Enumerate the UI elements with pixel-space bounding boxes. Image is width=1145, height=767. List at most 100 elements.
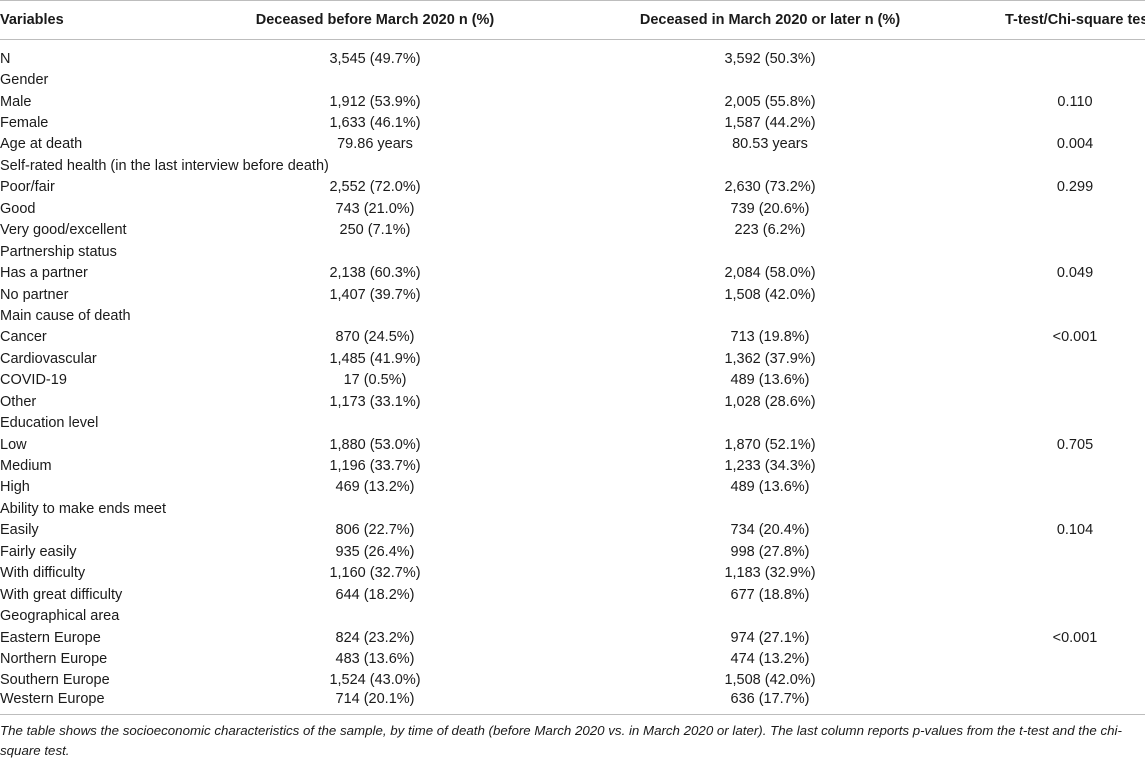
cell-deceased-after xyxy=(535,605,1005,626)
cell-deceased-before: 743 (21.0%) xyxy=(335,200,415,217)
cell-deceased-after: 713 (19.8%) xyxy=(730,329,810,346)
cell-test-pvalue xyxy=(1005,605,1145,626)
cell-test-pvalue xyxy=(1005,220,1145,241)
cell-test-pvalue xyxy=(1005,670,1145,691)
cell-deceased-after: 1,587 (44.2%) xyxy=(724,115,816,132)
cell-test-pvalue xyxy=(1005,155,1145,176)
cell-variable: COVID-19 xyxy=(0,372,67,389)
table-row: Fairly easily 935 (26.4%) 998 (27.8%) xyxy=(0,541,1145,562)
cell-deceased-after: 2,005 (55.8%) xyxy=(724,93,816,110)
table-body: N 3,545 (49.7%) 3,592 (50.3%) Gender Male 1,9… xyxy=(0,40,1145,716)
table-row: Good 743 (21.0%) 739 (20.6%) xyxy=(0,198,1145,219)
cell-variable: Age at death xyxy=(0,136,83,153)
cell-test-pvalue xyxy=(1005,305,1145,326)
cell-test-pvalue xyxy=(1005,48,1145,69)
cell-deceased-before: 2,552 (72.0%) xyxy=(329,179,421,196)
cell-test-pvalue xyxy=(1005,563,1145,584)
table-row: With great difficulty 644 (18.2%) 677 (18.… xyxy=(0,584,1145,605)
cell-test-pvalue xyxy=(1005,370,1145,391)
cell-deceased-before: 1,196 (33.7%) xyxy=(329,458,421,475)
cell-test-pvalue xyxy=(1005,69,1145,90)
cell-deceased-before: 469 (13.2%) xyxy=(335,479,415,496)
cell-deceased-before: 250 (7.1%) xyxy=(339,222,411,239)
cell-deceased-after xyxy=(535,241,1005,262)
cell-deceased-before: 17 (0.5%) xyxy=(343,372,407,389)
cell-deceased-after: 489 (13.6%) xyxy=(730,479,810,496)
table-row: No partner 1,407 (39.7%) 1,508 (42.0%) xyxy=(0,284,1145,305)
cell-variable: Poor/fair xyxy=(0,179,55,196)
table-row: Geographical area xyxy=(0,605,1145,626)
cell-variable: High xyxy=(0,479,30,496)
cell-variable: No partner xyxy=(0,286,69,303)
table-row: Has a partner 2,138 (60.3%) 2,084 (58.0%) 0… xyxy=(0,262,1145,283)
table-header: Variables Deceased before March 2020 n (… xyxy=(0,0,1145,40)
table-caption: The table shows the socioeconomic charac… xyxy=(0,723,1122,759)
cell-deceased-before xyxy=(215,412,535,433)
cell-deceased-before: 806 (22.7%) xyxy=(335,522,415,539)
cell-test-pvalue xyxy=(1005,648,1145,669)
cell-deceased-after: 734 (20.4%) xyxy=(730,522,810,539)
cell-variable: Cardiovascular xyxy=(0,350,97,367)
cell-deceased-before: 1,880 (53.0%) xyxy=(329,436,421,453)
cell-deceased-after: 677 (18.8%) xyxy=(730,586,810,603)
cell-deceased-after xyxy=(535,69,1005,90)
cell-test-pvalue xyxy=(1005,391,1145,412)
cell-test-pvalue xyxy=(1005,412,1145,433)
cell-deceased-after xyxy=(535,412,1005,433)
cell-deceased-before: 483 (13.6%) xyxy=(335,650,415,667)
cell-test-pvalue: 0.104 xyxy=(1056,522,1094,539)
cell-deceased-before: 79.86 years xyxy=(337,136,413,153)
cell-deceased-after: 3,592 (50.3%) xyxy=(724,50,816,67)
cell-deceased-after: 80.53 years xyxy=(732,136,808,153)
cell-deceased-before: 1,524 (43.0%) xyxy=(329,672,421,689)
cell-test-pvalue: <0.001 xyxy=(1052,629,1098,646)
table-row: N 3,545 (49.7%) 3,592 (50.3%) xyxy=(0,48,1145,69)
cell-test-pvalue xyxy=(1005,477,1145,498)
table-row: Cancer 870 (24.5%) 713 (19.8%) <0.001 xyxy=(0,327,1145,348)
cell-deceased-after: 1,362 (37.9%) xyxy=(724,350,816,367)
cell-variable: Good xyxy=(0,200,36,217)
cell-deceased-before: 870 (24.5%) xyxy=(335,329,415,346)
cell-variable: N xyxy=(0,50,11,67)
cell-test-pvalue: 0.110 xyxy=(1057,93,1093,110)
cell-deceased-after xyxy=(535,498,1005,519)
cell-deceased-before: 714 (20.1%) xyxy=(215,691,535,716)
cell-variable: Ability to make ends meet xyxy=(0,500,167,517)
cell-variable: Partnership status xyxy=(0,243,117,260)
cell-variable: Cancer xyxy=(0,329,47,346)
cell-variable: Very good/excellent xyxy=(0,222,127,239)
cell-deceased-after: 1,233 (34.3%) xyxy=(724,458,816,475)
cell-test-pvalue xyxy=(1005,455,1145,476)
cell-variable: Easily xyxy=(0,522,39,539)
cell-deceased-after: 739 (20.6%) xyxy=(730,200,810,217)
cell-deceased-before: 1,485 (41.9%) xyxy=(329,350,421,367)
cell-deceased-before: 1,633 (46.1%) xyxy=(329,115,421,132)
cell-test-pvalue: <0.001 xyxy=(1052,329,1098,346)
spacer-row xyxy=(0,40,1145,49)
cell-deceased-before xyxy=(215,241,535,262)
table-row: Very good/excellent 250 (7.1%) 223 (6.2%) xyxy=(0,220,1145,241)
cell-deceased-before: 824 (23.2%) xyxy=(335,629,415,646)
table-row: Cardiovascular 1,485 (41.9%) 1,362 (37.9%) xyxy=(0,348,1145,369)
cell-deceased-after: 1,508 (42.0%) xyxy=(724,286,816,303)
table-row: Easily 806 (22.7%) 734 (20.4%) 0.104 xyxy=(0,520,1145,541)
cell-deceased-after: 636 (17.7%) xyxy=(535,691,1005,716)
cell-deceased-before xyxy=(215,69,535,90)
table-row: With difficulty 1,160 (32.7%) 1,183 (32.9%… xyxy=(0,563,1145,584)
cell-deceased-after: 1,183 (32.9%) xyxy=(724,565,816,582)
table-row: Male 1,912 (53.9%) 2,005 (55.8%) 0.110 xyxy=(0,91,1145,112)
cell-variable: Geographical area xyxy=(0,608,120,625)
cell-deceased-before: 3,545 (49.7%) xyxy=(329,50,421,67)
cell-deceased-after: 1,508 (42.0%) xyxy=(724,672,816,689)
table-row: Partnership status xyxy=(0,241,1145,262)
cell-variable: Education level xyxy=(0,415,99,432)
cell-deceased-before xyxy=(215,605,535,626)
cell-deceased-before xyxy=(215,305,535,326)
cell-variable: Northern Europe xyxy=(0,650,108,667)
cell-deceased-after: 474 (13.2%) xyxy=(730,650,810,667)
cell-variable: Main cause of death xyxy=(0,307,131,324)
table-row: High 469 (13.2%) 489 (13.6%) xyxy=(0,477,1145,498)
cell-deceased-before: 935 (26.4%) xyxy=(335,543,415,560)
cell-test-pvalue xyxy=(1005,284,1145,305)
